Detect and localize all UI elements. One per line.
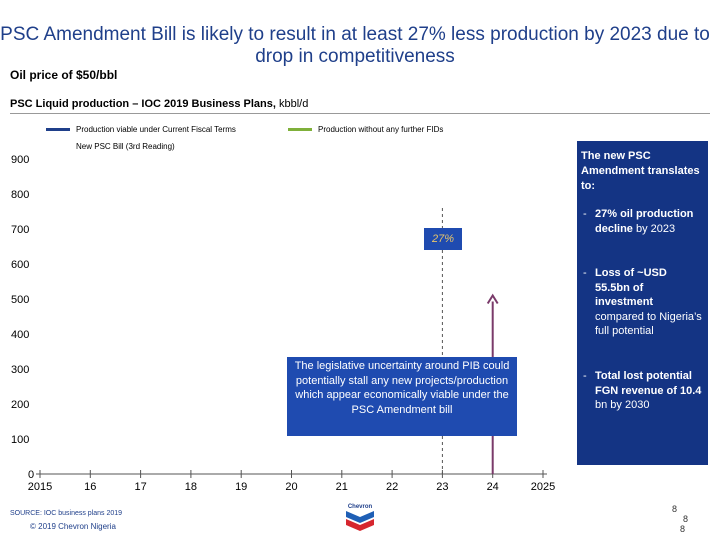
impact-item-revenue: - Total lost potential FGN revenue of 10… <box>583 370 702 411</box>
legend-swatch-blue <box>46 128 70 131</box>
y-tick-label: 100 <box>11 434 29 446</box>
page-number: 8 <box>683 514 689 524</box>
chart-heading-text: PSC Liquid production – IOC 2019 Busines… <box>10 98 279 110</box>
svg-text:Chevron: Chevron <box>348 504 373 510</box>
y-tick-label: 900 <box>11 154 29 166</box>
y-tick-label: 600 <box>11 259 29 271</box>
page-number: 8 <box>680 524 686 534</box>
y-tick-label: 500 <box>11 294 29 306</box>
source-note: SOURCE: IOC business plans 2019 <box>10 510 123 517</box>
y-tick-label: 700 <box>11 224 29 236</box>
oil-price-subtitle: Oil price of $50/bbl <box>10 68 118 82</box>
legend-item-new-psc: New PSC Bill (3rd Reading) <box>46 142 175 151</box>
decline-arrow-head <box>486 293 499 305</box>
heading-divider <box>10 113 710 114</box>
impact-item-production: - 27% oil production decline by 2023 <box>583 208 694 235</box>
y-tick-label: 400 <box>11 329 29 341</box>
x-tick-label: 23 <box>436 481 448 493</box>
uncertainty-callout: The legislative uncertainty around PIB c… <box>287 357 517 436</box>
chart-heading: PSC Liquid production – IOC 2019 Busines… <box>10 98 308 110</box>
y-tick-label: 0 <box>28 469 34 481</box>
x-tick-label: 2025 <box>531 481 555 493</box>
legend-label: Production viable under Current Fiscal T… <box>76 125 236 134</box>
impact-item-investment: - Loss of ~USD 55.5bn of investment comp… <box>583 267 702 337</box>
chart-unit: kbbl/d <box>278 98 309 110</box>
legend-label: Production without any further FIDs <box>318 125 444 134</box>
legend-swatch-green <box>288 128 312 131</box>
x-tick-label: 22 <box>386 481 398 493</box>
reduction-percent-label: 27% <box>424 228 462 250</box>
chevron-logo: Chevron <box>346 504 374 531</box>
y-tick-label: 200 <box>11 399 29 411</box>
x-tick-label: 18 <box>185 481 197 493</box>
impact-sidebox: The new PSC Amendment translates to: - 2… <box>577 141 708 465</box>
x-tick-label: 20 <box>285 481 297 493</box>
x-tick-label: 17 <box>134 481 146 493</box>
x-tick-label: 21 <box>336 481 348 493</box>
sidebox-heading: The new PSC Amendment translates to: <box>581 150 700 192</box>
legend-label: New PSC Bill (3rd Reading) <box>76 142 175 151</box>
x-tick-label: 19 <box>235 481 247 493</box>
y-tick-label: 300 <box>11 364 29 376</box>
page-title: PSC Amendment Bill is likely to result i… <box>0 24 710 67</box>
page-number: 8 <box>672 504 678 514</box>
x-tick-label: 16 <box>84 481 96 493</box>
legend-item-no-fids: Production without any further FIDs <box>288 125 443 134</box>
legend-item-current-fiscal: Production viable under Current Fiscal T… <box>46 125 236 134</box>
legend-swatch-white <box>46 145 70 148</box>
x-tick-label: 2015 <box>28 481 52 493</box>
x-tick-label: 24 <box>487 481 499 493</box>
y-tick-label: 800 <box>11 189 29 201</box>
copyright-note: © 2019 Chevron Nigeria <box>30 522 116 531</box>
